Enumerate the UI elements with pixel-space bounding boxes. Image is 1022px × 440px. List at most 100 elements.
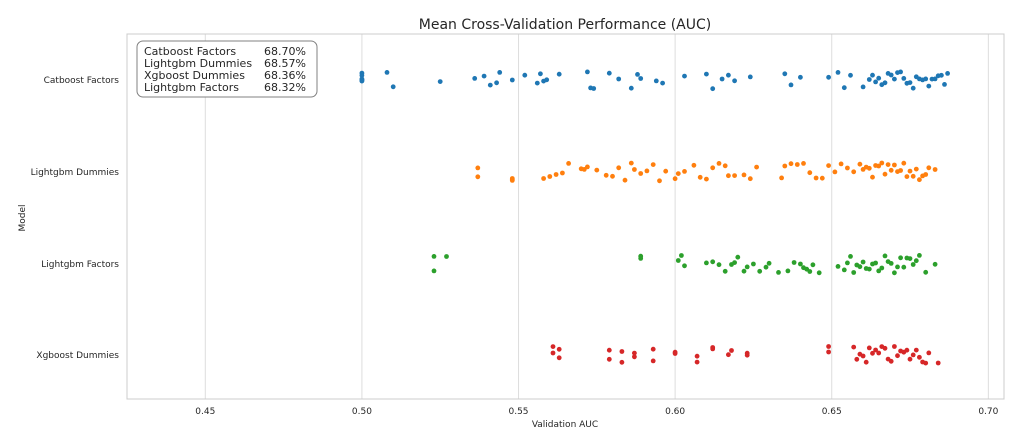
data-point (882, 80, 888, 86)
data-point (882, 253, 888, 259)
data-point (923, 360, 929, 366)
data-point (704, 176, 709, 182)
data-point (747, 74, 753, 80)
data-point (888, 72, 894, 78)
data-point (697, 174, 703, 180)
data-point (866, 345, 872, 351)
data-point (606, 347, 612, 353)
data-point (494, 80, 499, 86)
data-point (895, 353, 900, 359)
data-point (907, 80, 913, 85)
data-point (932, 76, 938, 82)
data-point (879, 160, 885, 166)
data-point (838, 161, 844, 167)
x-axis-label: Validation AUC (532, 420, 598, 430)
data-point (732, 78, 737, 84)
data-point (663, 168, 669, 174)
data-point (870, 350, 875, 356)
data-point (910, 173, 916, 179)
data-point (747, 176, 753, 182)
data-point (657, 178, 662, 184)
data-point (826, 349, 831, 355)
data-point (923, 269, 929, 275)
data-point (566, 161, 571, 166)
data-point (628, 85, 634, 91)
data-point (907, 256, 913, 261)
legend-label-2: Lightgbm Dummies (144, 57, 252, 70)
data-point (556, 346, 562, 352)
data-point (619, 349, 625, 354)
x-tick-label: 0.65 (822, 407, 842, 417)
data-point (888, 261, 894, 266)
data-point (650, 346, 656, 352)
data-point (726, 173, 731, 179)
data-point (901, 264, 907, 270)
x-tick-label: 0.70 (978, 407, 998, 417)
data-point (857, 161, 863, 167)
x-tick-labels: 0.45 0.50 0.55 0.60 0.65 0.70 (195, 407, 998, 417)
data-point (870, 174, 875, 180)
data-point (926, 165, 932, 171)
data-point (675, 258, 681, 263)
legend-frame (136, 40, 318, 98)
data-point (904, 347, 910, 353)
data-point (782, 163, 788, 169)
data-point (726, 352, 731, 358)
data-point (876, 163, 882, 169)
data-point (591, 86, 597, 91)
data-point (437, 79, 443, 84)
data-point (898, 69, 903, 75)
y-tick-labels: Catboost Factors Lightgbm Dummies Lightgbm… (31, 76, 120, 361)
data-point (632, 354, 637, 360)
data-point (431, 254, 437, 259)
data-point (845, 260, 850, 266)
data-point (826, 74, 831, 80)
data-point (776, 270, 781, 275)
data-point (810, 262, 816, 268)
data-point (945, 71, 950, 76)
data-point (791, 260, 797, 265)
data-point (907, 356, 913, 362)
data-point (744, 352, 750, 358)
data-point (913, 258, 919, 264)
data-point (942, 82, 947, 87)
data-point (816, 270, 822, 276)
data-point (873, 79, 878, 85)
data-point (522, 72, 528, 78)
data-point (901, 76, 907, 81)
data-point (851, 344, 857, 350)
data-point (726, 72, 731, 78)
legend-value-2: 68.57% (264, 57, 306, 70)
grid-lines (204, 34, 989, 399)
data-point (384, 70, 390, 75)
data-point (860, 84, 866, 90)
data-point (691, 162, 697, 168)
data-point (932, 261, 938, 267)
x-tick-label: 0.55 (508, 407, 528, 417)
data-point (560, 170, 565, 176)
data-point (863, 359, 869, 365)
data-point (826, 344, 831, 349)
data-point (917, 354, 922, 360)
data-point (913, 347, 919, 353)
legend-label-4: Lightgbm Factors (144, 81, 239, 94)
data-point (898, 255, 903, 261)
data-point (722, 268, 728, 274)
data-point (751, 261, 756, 267)
x-tick-label: 0.50 (352, 407, 372, 417)
data-point (616, 165, 622, 171)
data-point (904, 174, 910, 180)
data-point (892, 162, 897, 168)
data-point (704, 71, 709, 77)
data-point (782, 71, 788, 77)
data-point (873, 260, 878, 266)
data-point (807, 269, 813, 274)
legend-value-3: 68.36% (264, 69, 306, 82)
data-point (835, 70, 841, 75)
data-point (926, 83, 932, 89)
data-point (882, 171, 888, 177)
data-point (848, 254, 853, 259)
data-point (882, 345, 888, 351)
data-point (854, 356, 860, 362)
data-point (622, 177, 628, 183)
